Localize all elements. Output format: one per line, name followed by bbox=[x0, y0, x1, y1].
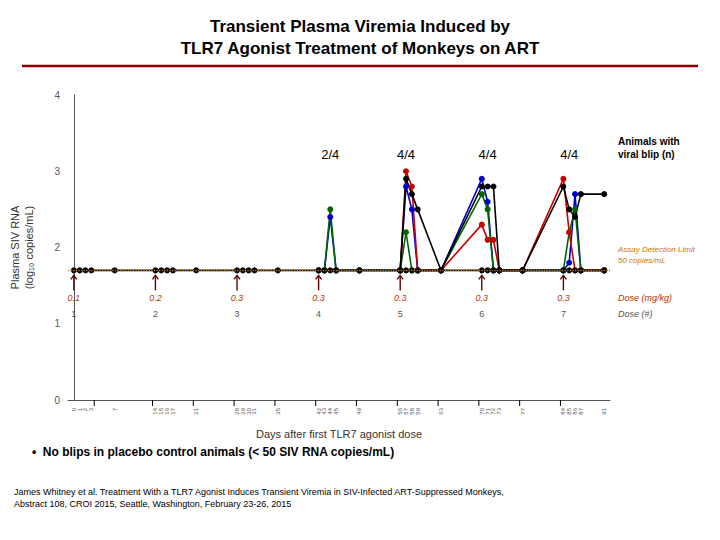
svg-text:30: 30 bbox=[245, 408, 252, 415]
svg-text:42: 42 bbox=[315, 408, 322, 415]
svg-text:viral blip (n): viral blip (n) bbox=[618, 149, 675, 160]
svg-text:(log₁₀ copies/mL): (log₁₀ copies/mL) bbox=[23, 206, 35, 289]
svg-text:• No blips in placebo control: • No blips in placebo control animals (<… bbox=[32, 445, 394, 459]
svg-text:14: 14 bbox=[152, 408, 159, 415]
svg-text:3: 3 bbox=[54, 166, 60, 177]
svg-text:3: 3 bbox=[88, 407, 94, 411]
svg-text:Dose (mg/kg): Dose (mg/kg) bbox=[618, 293, 672, 303]
svg-text:TLR7 Agonist Treatment of Monk: TLR7 Agonist Treatment of Monkeys on ART bbox=[181, 39, 540, 58]
svg-text:84: 84 bbox=[560, 408, 567, 415]
svg-text:43: 43 bbox=[321, 408, 328, 415]
svg-text:2: 2 bbox=[82, 408, 89, 412]
svg-text:72: 72 bbox=[490, 408, 497, 415]
svg-text:0.3: 0.3 bbox=[231, 293, 244, 303]
svg-text:15: 15 bbox=[158, 408, 165, 415]
svg-text:Plasma SIV RNA: Plasma SIV RNA bbox=[9, 205, 21, 289]
svg-text:James Whitney et al. Treatment: James Whitney et al. Treatment With a TL… bbox=[14, 487, 504, 497]
svg-text:49: 49 bbox=[356, 407, 362, 414]
svg-text:91: 91 bbox=[601, 407, 607, 414]
svg-text:59: 59 bbox=[415, 407, 421, 414]
svg-text:4: 4 bbox=[316, 309, 321, 319]
svg-text:3: 3 bbox=[235, 309, 240, 319]
svg-text:4/4: 4/4 bbox=[560, 147, 578, 162]
svg-text:28: 28 bbox=[234, 408, 240, 415]
svg-text:4: 4 bbox=[54, 90, 60, 101]
svg-text:57: 57 bbox=[403, 408, 409, 415]
svg-text:2: 2 bbox=[153, 309, 158, 319]
svg-text:Dose (#): Dose (#) bbox=[618, 309, 653, 319]
svg-text:1: 1 bbox=[54, 318, 60, 329]
svg-text:1: 1 bbox=[76, 408, 83, 412]
svg-text:7: 7 bbox=[561, 309, 566, 319]
svg-text:87: 87 bbox=[578, 407, 584, 414]
svg-text:77: 77 bbox=[520, 407, 526, 414]
svg-text:0.1: 0.1 bbox=[68, 293, 81, 303]
svg-text:44: 44 bbox=[327, 408, 334, 415]
svg-text:0.3: 0.3 bbox=[476, 293, 489, 303]
svg-text:0.2: 0.2 bbox=[149, 293, 162, 303]
svg-text:4/4: 4/4 bbox=[479, 147, 497, 162]
svg-text:6: 6 bbox=[479, 309, 484, 319]
svg-text:85: 85 bbox=[566, 408, 573, 415]
svg-text:Abstract 108, CROI 2015, Seatt: Abstract 108, CROI 2015, Seattle, Washin… bbox=[14, 499, 291, 509]
svg-text:Animals with: Animals with bbox=[618, 136, 680, 147]
svg-text:7: 7 bbox=[112, 407, 118, 411]
svg-text:2: 2 bbox=[54, 242, 60, 253]
svg-text:2/4: 2/4 bbox=[321, 147, 339, 162]
svg-text:45: 45 bbox=[333, 407, 339, 414]
svg-text:Transient Plasma Viremia Induc: Transient Plasma Viremia Induced by bbox=[210, 17, 511, 36]
svg-text:17: 17 bbox=[170, 407, 176, 414]
svg-text:Assay Detection Limit: Assay Detection Limit bbox=[617, 245, 696, 254]
svg-text:73: 73 bbox=[496, 407, 502, 414]
svg-text:29: 29 bbox=[239, 408, 246, 415]
svg-text:Days after first TLR7 agonist: Days after first TLR7 agonist dose bbox=[256, 428, 422, 440]
svg-text:5: 5 bbox=[398, 309, 403, 319]
svg-text:0: 0 bbox=[70, 408, 77, 412]
svg-text:71: 71 bbox=[484, 408, 491, 415]
svg-text:0: 0 bbox=[54, 395, 60, 406]
svg-text:86: 86 bbox=[572, 408, 578, 415]
svg-text:63: 63 bbox=[438, 407, 444, 414]
svg-text:35: 35 bbox=[275, 407, 281, 414]
svg-text:50 copies/mL: 50 copies/mL bbox=[618, 256, 666, 265]
svg-text:0.3: 0.3 bbox=[312, 293, 325, 303]
svg-text:70: 70 bbox=[478, 408, 485, 415]
svg-text:4/4: 4/4 bbox=[397, 147, 415, 162]
svg-text:58: 58 bbox=[408, 408, 415, 415]
svg-text:56: 56 bbox=[397, 408, 404, 415]
svg-text:1: 1 bbox=[71, 309, 76, 319]
svg-text:31: 31 bbox=[251, 407, 257, 414]
svg-text:0.3: 0.3 bbox=[394, 293, 407, 303]
svg-text:0.3: 0.3 bbox=[557, 293, 570, 303]
svg-text:16: 16 bbox=[164, 408, 171, 415]
svg-text:21: 21 bbox=[193, 407, 199, 414]
